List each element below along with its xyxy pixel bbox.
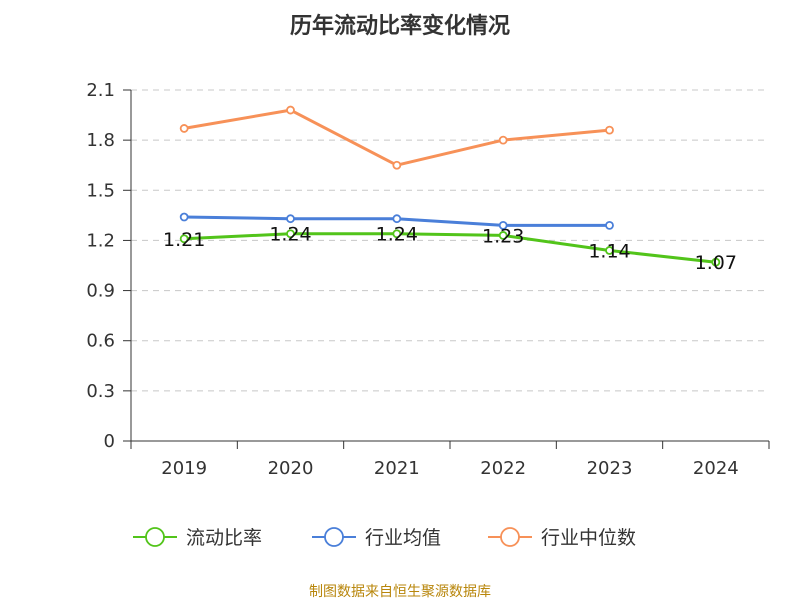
legend-label: 流动比率 <box>186 527 262 549</box>
legend-label: 行业均值 <box>365 527 441 549</box>
axis-layer: 0 0.3 0.6 0.9 1.2 1.5 1.8 2.1 2019 2020 2021 2022 20… <box>86 80 770 479</box>
series-layer <box>179 105 721 267</box>
data-point <box>605 246 614 255</box>
y-tick-label: 0.6 <box>86 331 115 352</box>
y-tick-label: 1.8 <box>86 130 115 151</box>
data-point <box>498 220 508 230</box>
source-note: 制图数据来自恒生聚源数据库 <box>309 584 491 600</box>
y-tick-label: 1.2 <box>86 230 115 251</box>
data-point <box>179 124 189 133</box>
series-2 <box>179 212 614 230</box>
y-tick-label: 0.3 <box>86 381 115 402</box>
data-label: 1.24 <box>269 224 311 246</box>
data-point <box>605 220 614 230</box>
legend-marker <box>145 527 165 547</box>
data-point <box>498 135 508 145</box>
data-point <box>392 160 402 170</box>
data-point <box>286 214 295 224</box>
y-tick-label: 0.9 <box>86 281 115 302</box>
series-1 <box>179 229 721 267</box>
x-tick-label: 2019 <box>161 458 207 479</box>
data-point <box>392 229 402 239</box>
data-point <box>179 212 189 222</box>
legend-marker <box>500 527 520 547</box>
x-tick-label: 2023 <box>587 458 633 479</box>
data-point <box>286 105 295 115</box>
x-tick-label: 2024 <box>693 458 739 479</box>
legend-marker <box>324 527 344 547</box>
grid-layer <box>131 89 769 392</box>
data-point <box>605 125 614 135</box>
data-label: 1.14 <box>588 240 630 262</box>
data-label: 1.24 <box>376 224 418 246</box>
data-point <box>498 231 508 240</box>
data-label-layer: 1.21 1.24 1.24 1.23 1.14 1.07 <box>163 224 737 274</box>
x-tick-label: 2022 <box>480 458 526 479</box>
x-tick-label: 2020 <box>268 458 314 479</box>
data-point <box>286 229 295 239</box>
chart-title: 历年流动比率变化情况 <box>290 13 510 39</box>
y-tick-label: 2.1 <box>86 80 115 101</box>
data-point <box>392 214 402 224</box>
data-point <box>179 234 189 244</box>
y-tick-label: 0 <box>104 431 115 452</box>
legend-label: 行业中位数 <box>541 527 636 549</box>
y-tick-label: 1.5 <box>86 180 115 201</box>
data-point <box>711 257 721 267</box>
x-tick-label: 2021 <box>374 458 420 479</box>
series-line <box>182 108 611 167</box>
legend-item-3: 行业中位数 <box>488 527 636 549</box>
legend-item-2: 行业均值 <box>312 527 441 549</box>
legend: 流动比率 行业均值 行业中位数 <box>133 527 636 549</box>
series-3 <box>179 105 614 170</box>
data-label: 1.21 <box>163 229 205 251</box>
data-label: 1.07 <box>695 252 737 274</box>
legend-item-1: 流动比率 <box>133 527 262 549</box>
data-label: 1.23 <box>482 225 524 247</box>
series-line <box>182 232 718 264</box>
